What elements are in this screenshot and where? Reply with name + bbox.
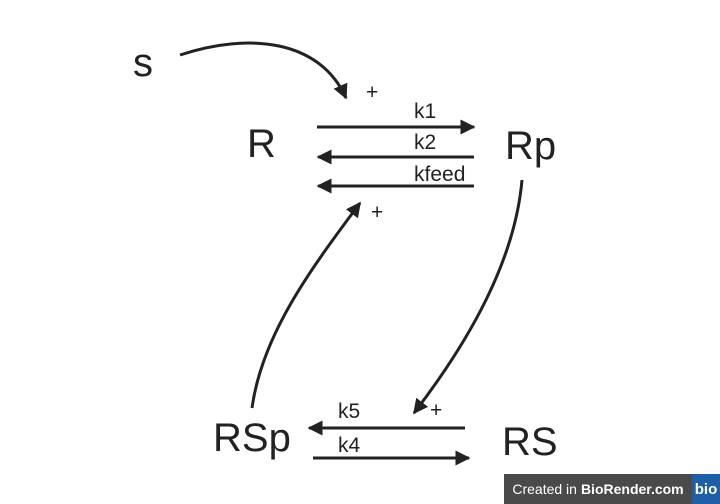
biorender-logo-icon: bio [692, 474, 720, 504]
arrow-s-activates-k1 [179, 41, 348, 100]
rate-label-k1: k1 [414, 100, 436, 123]
node-r: R [247, 122, 276, 166]
sign-rp-activation: + [430, 399, 442, 422]
biorender-badge[interactable]: Created in BioRender.com bio [504, 474, 720, 504]
badge-prefix: Created in [512, 481, 577, 497]
badge-text: Created in BioRender.com [504, 474, 692, 504]
node-rs: RS [502, 420, 558, 464]
arrow-rsp-activates-kfeed [250, 201, 362, 409]
rate-label-k2: k2 [414, 131, 436, 154]
node-rsp: RSp [213, 416, 291, 460]
rate-label-k4: k4 [338, 434, 361, 457]
sign-s-activation: + [366, 81, 378, 104]
arrow-rp-activates-k5 [412, 179, 524, 415]
rate-label-kfeed: kfeed [414, 163, 465, 186]
rate-label-k5: k5 [338, 400, 360, 423]
sign-rsp-activation: + [371, 201, 383, 224]
badge-brand: BioRender.com [580, 481, 684, 497]
node-s: s [133, 41, 153, 85]
node-rp: Rp [505, 124, 556, 168]
